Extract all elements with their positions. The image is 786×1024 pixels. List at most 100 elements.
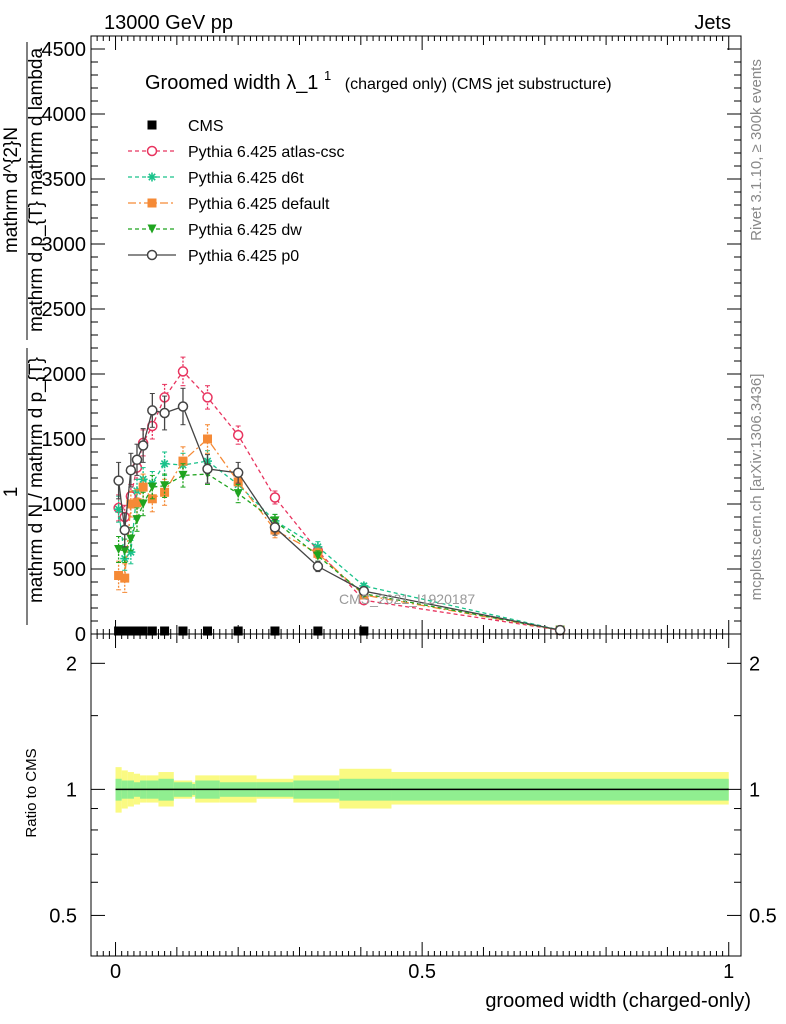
main-y-tick-label: 4000 — [42, 104, 87, 126]
data-point — [203, 626, 213, 636]
legend-entry: CMS — [147, 118, 224, 135]
x-tick-label: 0 — [110, 961, 121, 983]
ratio-axes: 0.5 0.5 1 1 2 2 0 0.5 1 — [49, 634, 777, 983]
ratio-y-label: Ratio to CMS — [23, 748, 40, 837]
mcplots-label: mcplots.cern.ch [arXiv:1306.3436] — [748, 374, 765, 601]
legend-entry: Pythia 6.425 default — [128, 196, 330, 213]
ratio-y-tick-label-right: 0.5 — [749, 905, 777, 927]
data-point — [125, 464, 137, 476]
x-axis-label: groomed width (charged-only) — [485, 990, 751, 1012]
legend-entry: Pythia 6.425 p0 — [128, 248, 299, 265]
main-y-tick-label: 0 — [75, 624, 86, 646]
legend-marker — [147, 224, 157, 234]
data-point — [126, 547, 136, 557]
data-point — [132, 626, 142, 636]
data-point — [147, 626, 157, 636]
data-point — [203, 434, 213, 444]
main-title-text: Groomed width λ_1 1 (charged only) (CMS … — [145, 63, 612, 94]
data-point — [120, 573, 130, 583]
process-label: Jets — [694, 12, 731, 34]
data-point — [178, 626, 188, 636]
series-line — [117, 460, 561, 631]
legend-marker — [147, 120, 157, 130]
main-title-word: Groomed width — [145, 72, 281, 94]
main-y-label-prefix: 1 — [1, 487, 22, 498]
legend-label: Pythia 6.425 atlas-csc — [188, 144, 345, 161]
data-point — [113, 475, 124, 486]
data-point — [138, 499, 148, 509]
series-0 — [114, 626, 369, 636]
data-point — [114, 626, 124, 636]
rivet-label: Rivet 3.1.10, ≥ 300k events — [748, 59, 765, 241]
data-point — [138, 482, 148, 492]
legend-entry: Pythia 6.425 d6t — [128, 170, 304, 187]
star-stroke — [114, 505, 123, 513]
legend-entry: Pythia 6.425 atlas-csc — [128, 144, 345, 161]
ratio-y-tick-label: 1 — [66, 779, 77, 801]
legend-label: Pythia 6.425 d6t — [188, 170, 304, 187]
main-y-tick-label: 4500 — [42, 39, 87, 61]
data-point — [126, 626, 136, 636]
legend-label: CMS — [188, 118, 224, 135]
data-point — [132, 515, 142, 525]
data-point — [269, 492, 281, 503]
series-2 — [114, 450, 565, 635]
ratio-y-tick-label-right: 1 — [749, 779, 760, 801]
data-point — [126, 534, 136, 544]
ratio-bands-layer — [115, 767, 729, 813]
analysis-watermark: CMS_2021_I1920187 — [339, 591, 475, 607]
main-y-tick-label: 3500 — [42, 169, 87, 191]
legend: CMS Pythia 6.425 atlas-csc Pythia 6.425 d6… — [128, 118, 345, 265]
main-y-label-sub: mathrm d N / mathrm d p_{T} — [26, 357, 47, 603]
data-point — [160, 459, 170, 469]
star-stroke — [127, 548, 135, 556]
data-point — [137, 440, 149, 451]
main-y-tick-label: 500 — [53, 559, 86, 581]
star-stroke — [148, 173, 156, 181]
ratio-y-tick-label-right: 2 — [749, 653, 760, 675]
legend-label: Pythia 6.425 dw — [188, 222, 302, 239]
data-point — [160, 481, 170, 491]
data-point — [178, 456, 188, 466]
data-point — [202, 392, 213, 403]
data-point — [312, 561, 324, 572]
legend-marker — [147, 198, 157, 208]
main-title-symbol: λ_1 — [286, 72, 318, 94]
main-y-tick-label: 2000 — [42, 364, 87, 386]
legend-label: Pythia 6.425 p0 — [188, 248, 299, 265]
ratio-y-tick-label: 2 — [66, 653, 77, 675]
data-point — [177, 366, 189, 377]
legend-entry: Pythia 6.425 dw — [128, 222, 302, 239]
main-y-tick-label: 3000 — [42, 234, 87, 256]
data-point — [359, 626, 369, 636]
legend-marker — [146, 249, 158, 261]
data-point — [313, 551, 323, 561]
data-point — [269, 522, 281, 533]
data-point — [233, 489, 243, 499]
main-y-label-numer: mathrm d^{2}N — [1, 127, 22, 253]
series-4 — [114, 463, 565, 635]
x-tick-label: 0.5 — [408, 961, 436, 983]
energy-label: 13000 GeV pp — [104, 12, 233, 34]
data-point — [126, 499, 136, 509]
data-point — [233, 626, 243, 636]
data-point — [120, 626, 130, 636]
data-point — [232, 429, 244, 441]
main-y-tick-label: 1500 — [42, 429, 87, 451]
main-title-sup: 1 — [324, 68, 331, 83]
data-point — [138, 626, 148, 636]
data-point — [132, 498, 142, 508]
ratio-y-tick-label: 0.5 — [49, 905, 77, 927]
main-series-layer — [113, 356, 566, 636]
data-point — [202, 463, 213, 475]
main-title-subtitle: (charged only) (CMS jet substructure) — [345, 76, 612, 93]
data-point — [177, 401, 189, 412]
data-point — [270, 626, 280, 636]
star-stroke — [160, 459, 169, 468]
data-point — [147, 405, 158, 416]
main-y-tick-label: 2500 — [42, 299, 87, 321]
data-point — [232, 467, 244, 479]
data-point — [554, 624, 566, 636]
data-point — [159, 407, 170, 419]
